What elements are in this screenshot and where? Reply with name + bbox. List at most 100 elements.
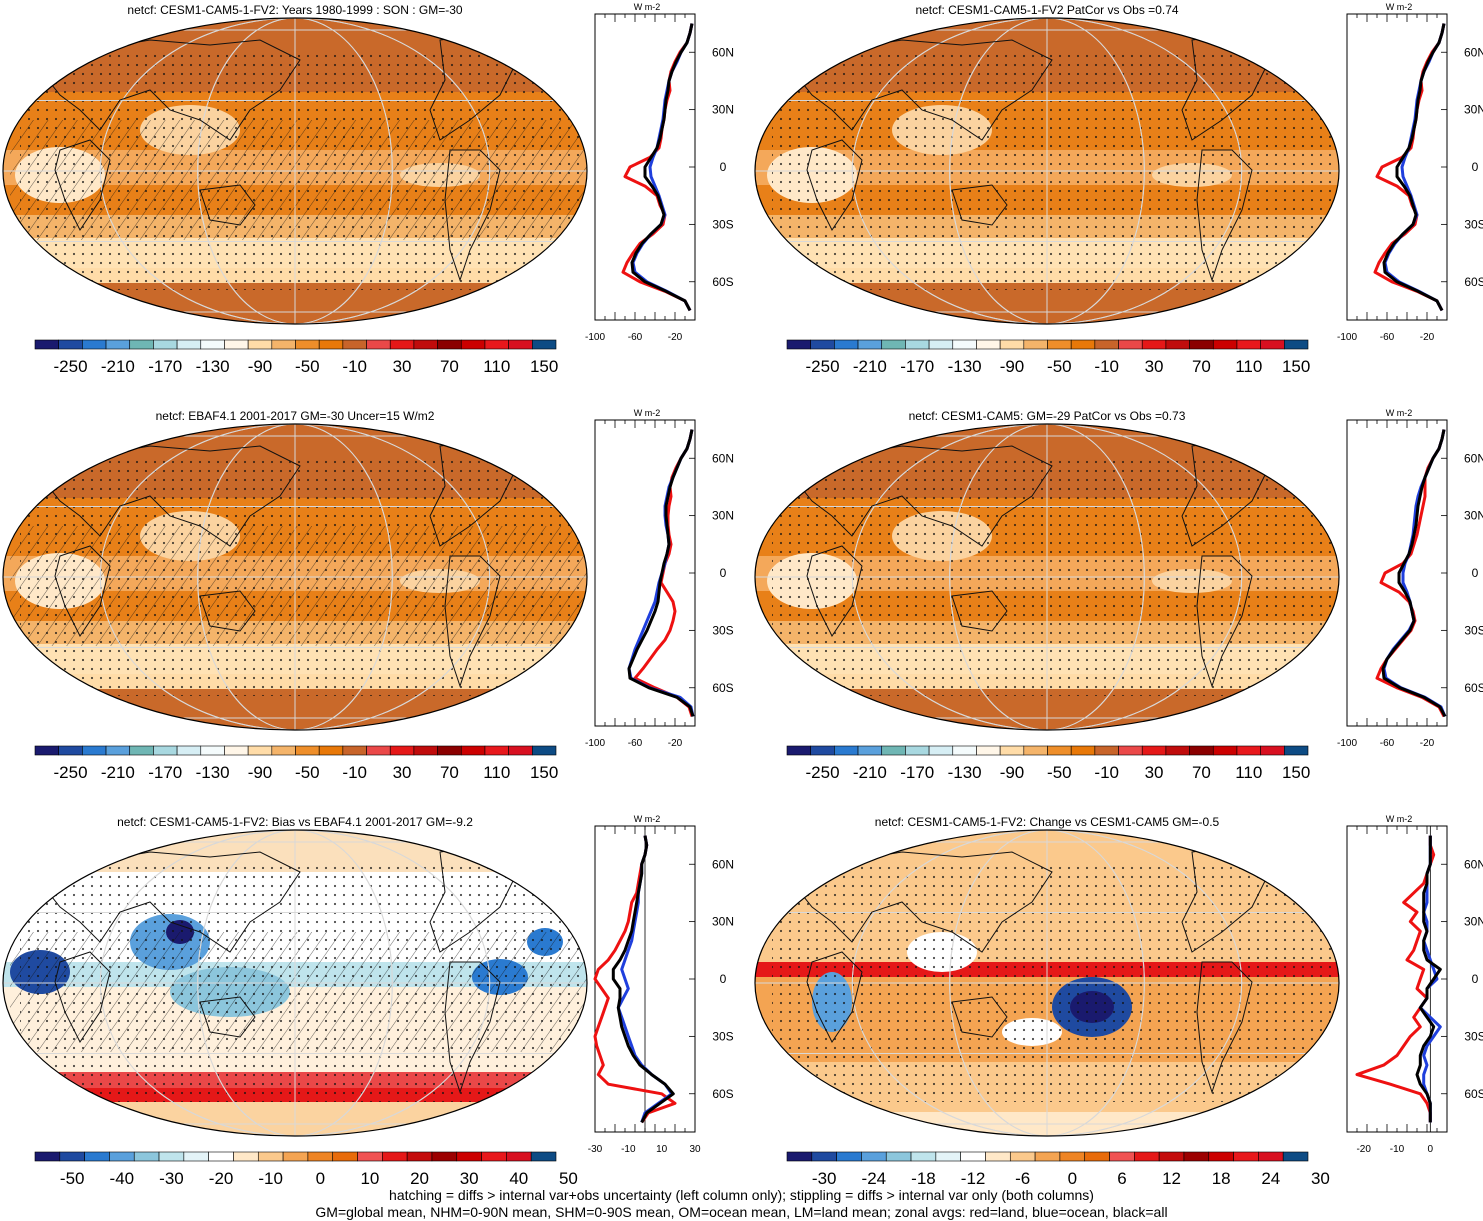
colorbar-box: [506, 1151, 532, 1162]
colorbar-box: [1189, 745, 1214, 756]
colorbar-box: [530, 1151, 557, 1162]
colorbar-box: [357, 1151, 383, 1162]
zonal-mean-plot: W m-2 60N 30N 0 30S 60S -100 -60 -20: [1337, 408, 1483, 749]
colorbar-box: [1070, 339, 1096, 350]
colorbar-box: [1023, 339, 1048, 350]
zonal-x-tick: -60: [1380, 738, 1395, 749]
colorbar-box: [834, 745, 859, 756]
map-field: [755, 18, 1339, 324]
zonal-lat-tick: 60S: [712, 275, 733, 289]
colorbar-box: [208, 1151, 234, 1162]
zonal-lat-tick: 60N: [712, 857, 734, 871]
colorbar-tick-label: 24: [1261, 1169, 1280, 1188]
colorbar-box: [84, 1151, 110, 1162]
colorbar-tick-label: 10: [360, 1169, 379, 1188]
colorbar-box: [985, 1151, 1011, 1162]
colorbar-box: [133, 1151, 160, 1162]
colorbar-box: [200, 339, 225, 350]
zonal-profile-line: [1355, 835, 1436, 1123]
colorbar-tick-label: -6: [1015, 1169, 1030, 1188]
colorbar-box: [1034, 1151, 1061, 1162]
zonal-x-tick: -100: [1337, 738, 1357, 749]
colorbar-box: [382, 1151, 408, 1162]
colorbar-box: [247, 745, 273, 756]
zonal-profile-line: [1375, 429, 1446, 718]
colorbar-box: [1282, 1151, 1309, 1162]
colorbar-box: [34, 1151, 61, 1162]
colorbar-box: [952, 745, 977, 756]
colorbar: -250 -210 -170 -130 -90 -50 -10 30 70 110 150: [786, 339, 1310, 376]
coastlines: [791, 440, 1273, 688]
zonal-profile-line: [593, 835, 677, 1124]
colorbar-box: [224, 339, 249, 350]
coastlines: [791, 846, 1273, 1094]
zonal-mean-plot: W m-2 60N 30N 0 30S 60S -100 -60 -20: [585, 408, 734, 749]
zonal-profile-line: [1381, 429, 1447, 718]
zonal-x-tick: -20: [668, 332, 683, 343]
zonal-x-tick: -10: [621, 1144, 636, 1155]
colorbar-box: [105, 339, 131, 350]
colorbar-tick-label: -50: [1047, 357, 1072, 376]
zonal-lat-tick: 60S: [712, 1087, 733, 1101]
colorbar-box: [1134, 1151, 1160, 1162]
zonal-profile-line: [1382, 23, 1446, 312]
colorbar-box: [233, 1151, 259, 1162]
colorbar-box: [1118, 339, 1143, 350]
colorbar-box: [532, 339, 557, 350]
colorbar-box: [1009, 1151, 1036, 1162]
colorbar-tick-label: -90: [248, 763, 273, 782]
colorbar-box: [413, 745, 438, 756]
colorbar-tick-label: 40: [509, 1169, 528, 1188]
colorbar-box: [59, 1151, 85, 1162]
zonal-lat-tick: 0: [1472, 160, 1479, 174]
colorbar-tick-label: 20: [410, 1169, 429, 1188]
zonal-profile-line: [1383, 23, 1446, 312]
colorbar-tick-label: -210: [853, 763, 887, 782]
colorbar-box: [786, 1151, 813, 1162]
panel-svg: -50 -40 -30 -20 -10 0 10 20 30 40 50 W m-2 60N 30N 0 30…: [2, 814, 734, 1188]
colorbar-tick-label: 30: [1311, 1169, 1330, 1188]
panel-6: netcf: CESM1-CAM5-1-FV2: Change vs CESM1…: [752, 812, 1483, 1212]
colorbar-box: [1233, 1151, 1259, 1162]
map-border: [2, 17, 588, 325]
colorbar-box: [1047, 745, 1072, 756]
colorbar-box: [82, 339, 107, 350]
zonal-lat-tick: 30N: [1464, 103, 1483, 117]
zonal-lat-tick: 30N: [1464, 915, 1483, 929]
colorbar-box: [58, 745, 83, 756]
colorbar-box: [1236, 745, 1261, 756]
panel-1: netcf: CESM1-CAM5-1-FV2: Years 1980-1999…: [0, 0, 734, 400]
colorbar-tick-label: 150: [1282, 763, 1310, 782]
zonal-lat-tick: 60S: [712, 681, 733, 695]
colorbar-box: [431, 1151, 458, 1162]
colorbar-box: [34, 745, 59, 756]
colorbar-tick-label: 0: [1068, 1169, 1077, 1188]
colorbar-box: [905, 745, 930, 756]
colorbar-box: [389, 339, 415, 350]
colorbar-tick-label: -50: [295, 763, 320, 782]
colorbar-box: [332, 1151, 358, 1162]
map-border: [2, 423, 588, 731]
map-border: [754, 423, 1340, 731]
zonal-x-tick: -20: [668, 738, 683, 749]
zonal-lat-tick: 30N: [1464, 509, 1483, 523]
map-border: [754, 17, 1340, 325]
colorbar-tick-label: -250: [806, 763, 840, 782]
colorbar-tick-label: 110: [1235, 357, 1262, 376]
colorbar: -250 -210 -170 -130 -90 -50 -10 30 70 110 150: [34, 745, 558, 782]
colorbar-box: [1059, 1151, 1086, 1162]
colorbar-box: [999, 745, 1025, 756]
zonal-lat-tick: 60N: [1464, 451, 1483, 465]
zonal-x-tick: -60: [628, 332, 643, 343]
colorbar-box: [1165, 339, 1190, 350]
colorbar-box: [366, 745, 391, 756]
colorbar-tick-label: 110: [483, 763, 510, 782]
colorbar-box: [82, 745, 107, 756]
colorbar-box: [861, 1151, 887, 1162]
colorbar-box: [1047, 339, 1072, 350]
zonal-x-tick: -100: [585, 738, 605, 749]
footer-line-2: GM=global mean, NHM=0-90N mean, SHM=0-90…: [315, 1204, 1168, 1220]
colorbar-box: [342, 339, 367, 350]
colorbar-box: [460, 339, 486, 350]
colorbar-box: [1189, 339, 1214, 350]
